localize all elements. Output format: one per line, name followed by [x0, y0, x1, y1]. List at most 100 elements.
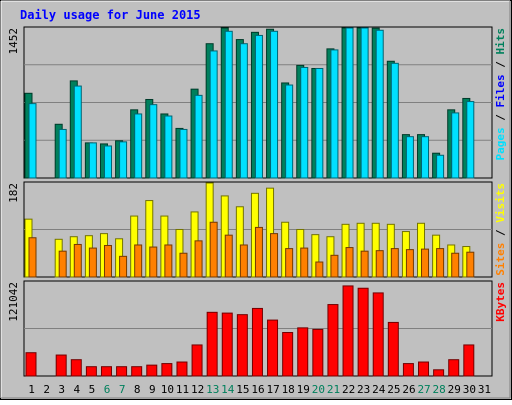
- day-label: 20: [312, 383, 325, 396]
- legend-part: /: [494, 55, 507, 75]
- legend-part: /: [494, 108, 507, 128]
- y-max-label: 182: [7, 183, 20, 203]
- files-bar: [73, 85, 82, 179]
- sites-bar: [88, 247, 97, 278]
- files-bar: [375, 29, 384, 179]
- y-max-label: 121042: [7, 282, 20, 322]
- day-label: 2: [43, 383, 50, 396]
- chart-title: Daily usage for June 2015: [20, 8, 201, 22]
- panel-hits-files: 1452 Pages / Files / Hits: [7, 26, 507, 179]
- kbytes-bar: [267, 319, 279, 377]
- day-label: 3: [58, 383, 65, 396]
- legend-part: Hits: [494, 28, 507, 55]
- day-label: 8: [134, 383, 141, 396]
- kbytes-bar: [463, 344, 475, 377]
- files-bar: [390, 62, 399, 179]
- sites-bar: [58, 250, 67, 278]
- sites-bar: [270, 233, 279, 278]
- day-label: 31: [478, 383, 491, 396]
- legend-part: Files: [494, 74, 507, 107]
- kbytes-bar: [402, 363, 414, 377]
- sites-bar: [149, 246, 158, 278]
- kbytes-bar: [251, 307, 263, 377]
- day-label: 10: [161, 383, 174, 396]
- sites-bar: [73, 243, 82, 278]
- files-bar: [330, 49, 339, 179]
- kbytes-bar: [25, 352, 37, 377]
- files-bar: [360, 27, 369, 179]
- series-legend-label: Pages / Files / Hits: [494, 28, 507, 161]
- files-bar: [179, 128, 188, 179]
- kbytes-bar: [206, 311, 218, 377]
- kbytes-bar: [357, 287, 369, 377]
- day-label: 17: [266, 383, 279, 396]
- legend-part: /: [494, 223, 507, 243]
- panel-visits-sites: 182 Sites / Visits: [7, 181, 507, 278]
- legend-part: KBytes: [494, 282, 507, 322]
- day-label: 28: [433, 383, 446, 396]
- sites-bar: [345, 247, 354, 278]
- sites-bar: [254, 226, 263, 278]
- files-bar: [224, 30, 233, 179]
- day-label: 11: [176, 383, 189, 396]
- day-label: 9: [149, 383, 156, 396]
- panel-kbytes: 121042 KBytes: [7, 280, 507, 377]
- sites-bar: [300, 247, 309, 278]
- series-legend-label: Sites / Visits: [494, 183, 507, 276]
- day-axis-labels: 1 2 3 4 5 6 7 8 9 10 11 12 13 14 15 16 17 18 19 20 21 22 23 24 2…: [28, 383, 491, 396]
- kbytes-bar: [448, 359, 460, 377]
- files-bar: [58, 128, 67, 179]
- day-label: 18: [282, 383, 295, 396]
- sites-bar: [194, 240, 203, 278]
- day-label: 16: [251, 383, 264, 396]
- sites-bar: [390, 248, 399, 278]
- kbytes-bar: [161, 363, 173, 377]
- sites-bar: [134, 244, 143, 278]
- kbytes-bar: [433, 369, 445, 377]
- kbytes-bar: [55, 354, 67, 377]
- day-label: 22: [342, 383, 355, 396]
- kbytes-bar: [85, 366, 97, 377]
- day-label: 26: [402, 383, 415, 396]
- sites-bar: [330, 254, 339, 278]
- legend-part: Visits: [494, 183, 507, 223]
- files-bar: [315, 67, 324, 179]
- files-bar: [194, 94, 203, 179]
- legend-part: Pages: [494, 127, 507, 160]
- files-bar: [134, 113, 143, 179]
- files-bar: [436, 154, 445, 179]
- files-bar: [270, 30, 279, 179]
- sites-bar: [421, 248, 430, 278]
- day-label: 14: [221, 383, 235, 396]
- kbytes-bar: [282, 332, 294, 377]
- day-label: 5: [89, 383, 96, 396]
- sites-bar: [209, 221, 218, 278]
- day-label: 6: [104, 383, 111, 396]
- kbytes-bar: [418, 361, 430, 377]
- kbytes-bar: [236, 314, 248, 377]
- files-bar: [254, 34, 263, 179]
- legend-part: Sites: [494, 243, 507, 276]
- kbytes-bar: [146, 364, 158, 377]
- kbytes-bar: [387, 321, 399, 377]
- sites-bar: [360, 250, 369, 278]
- series-legend-label: KBytes: [494, 282, 507, 322]
- files-bar: [421, 136, 430, 179]
- kbytes-bar: [100, 366, 112, 377]
- files-bar: [466, 101, 475, 179]
- day-label: 1: [28, 383, 35, 396]
- sites-bar: [315, 261, 324, 278]
- day-label: 30: [463, 383, 476, 396]
- sites-bar: [375, 250, 384, 278]
- day-label: 24: [372, 383, 386, 396]
- sites-bar: [436, 248, 445, 278]
- files-bar: [103, 145, 112, 179]
- files-bar: [119, 141, 128, 179]
- files-bar: [209, 50, 218, 179]
- files-bar: [88, 142, 97, 179]
- sites-bar: [119, 255, 128, 278]
- day-label: 4: [74, 383, 81, 396]
- sites-bar: [103, 244, 112, 278]
